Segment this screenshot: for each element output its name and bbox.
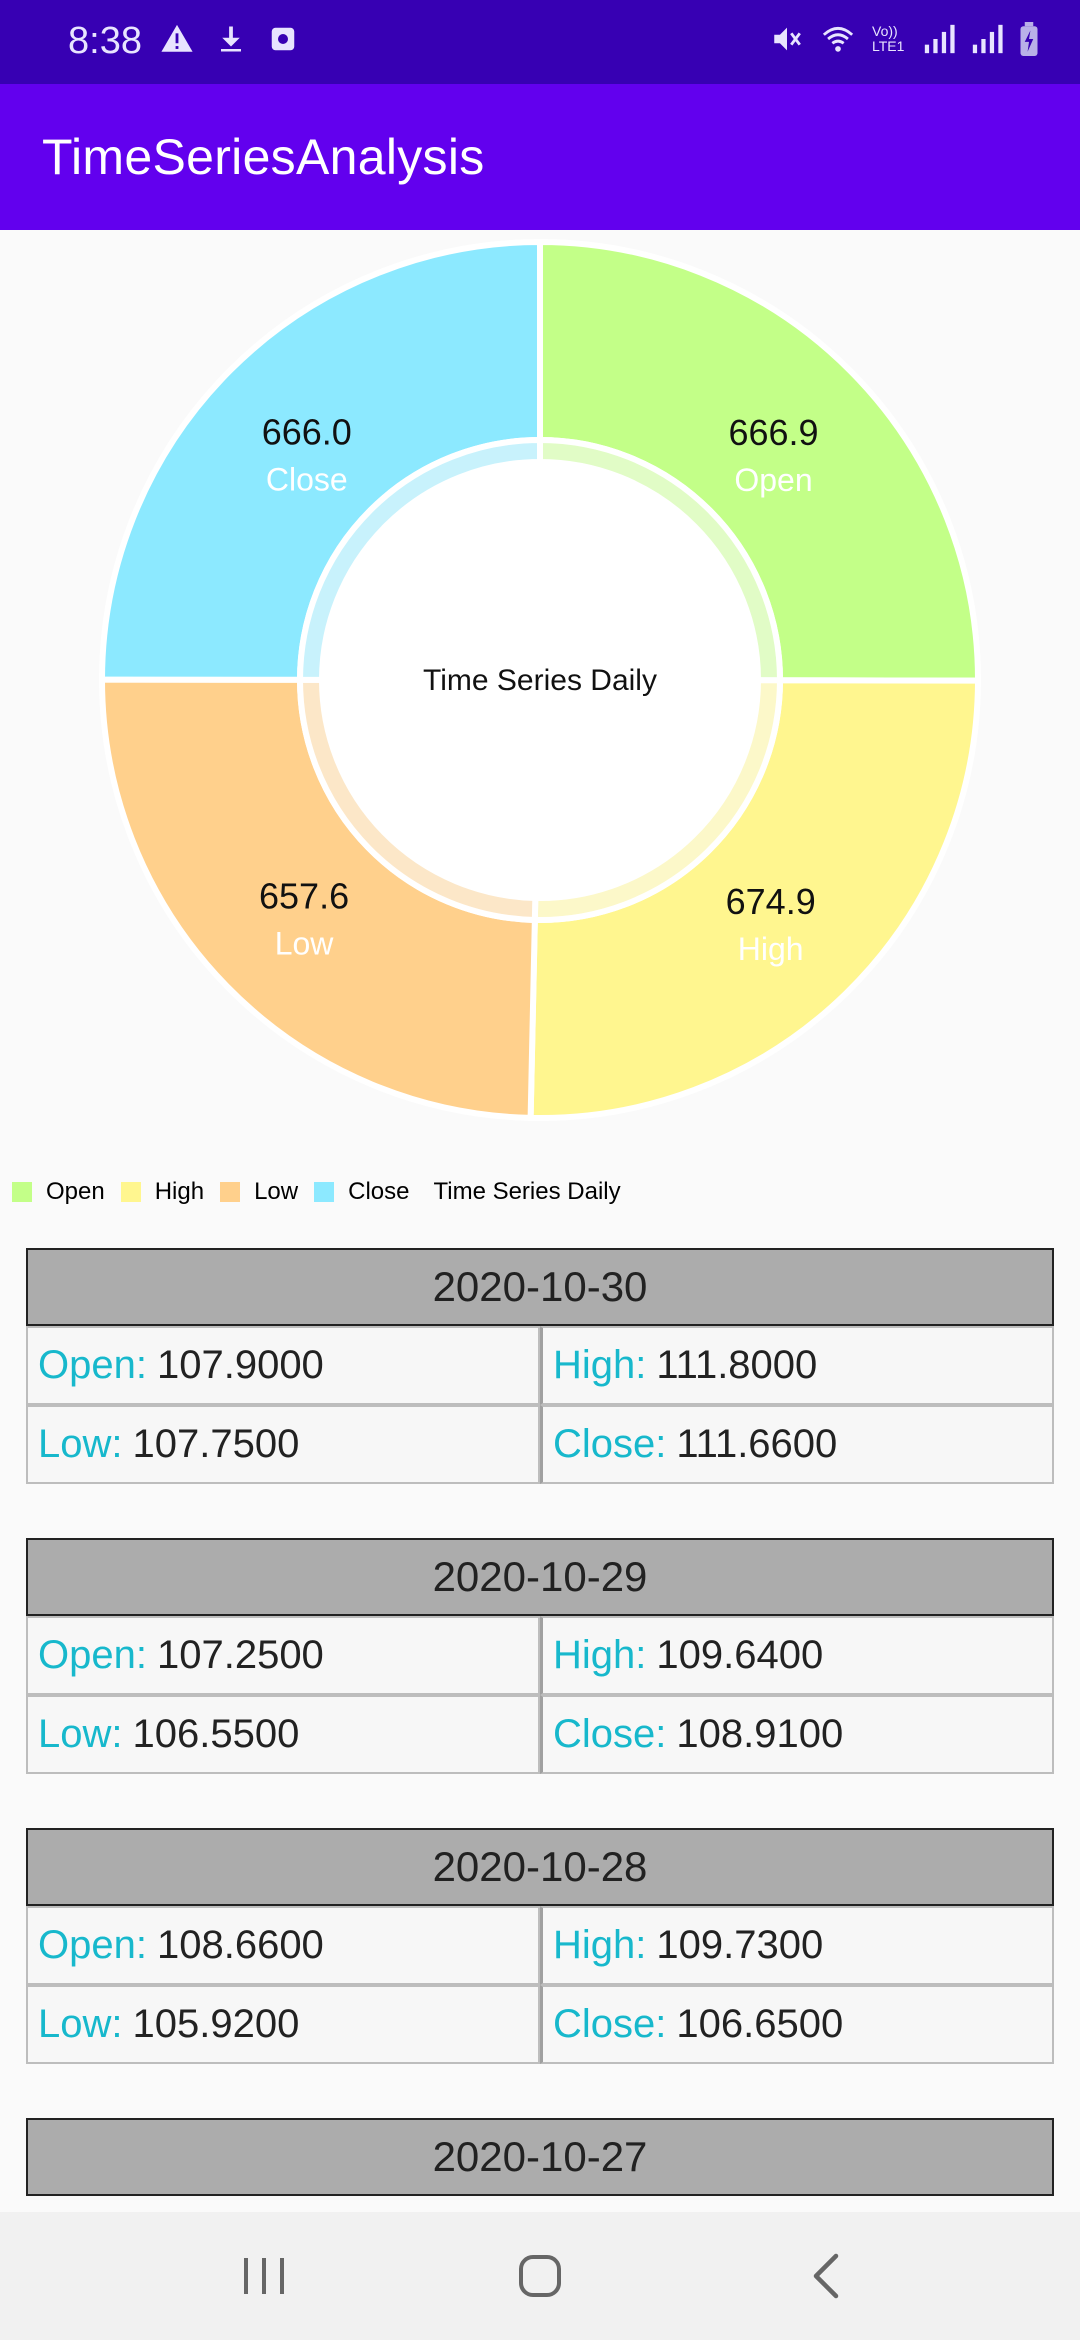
close-value: 111.6600 — [676, 1422, 838, 1466]
slice-label-close: Close — [266, 462, 348, 498]
card-date: 2020-10-30 — [26, 1248, 1054, 1326]
battery-icon — [1020, 22, 1038, 56]
low-label: Low: — [38, 1712, 123, 1756]
day-card[interactable]: 2020-10-29 Open: 107.2500 High: 109.6400 L… — [26, 1538, 1054, 1774]
slice-value-high: 674.9 — [726, 881, 816, 922]
legend-item-low: Low — [220, 1178, 298, 1206]
open-label: Open: — [38, 1923, 147, 1967]
wifi-icon — [822, 26, 854, 52]
open-cell: Open: 107.9000 — [26, 1326, 540, 1405]
low-label: Low: — [38, 2002, 123, 2046]
slice-value-low: 657.6 — [259, 876, 349, 917]
open-value: 107.9000 — [156, 1343, 324, 1387]
high-value: 109.6400 — [656, 1633, 824, 1677]
high-cell: High: 109.6400 — [540, 1616, 1054, 1695]
app-title: TimeSeriesAnalysis — [42, 129, 485, 185]
legend-item-close: Close — [314, 1178, 409, 1206]
legend-swatch-open — [12, 1182, 32, 1202]
download-icon — [221, 26, 241, 52]
slice-value-open: 666.9 — [728, 412, 818, 453]
high-label: High: — [553, 1923, 647, 1967]
card-date: 2020-10-28 — [26, 1828, 1054, 1906]
slice-label-high: High — [738, 931, 804, 967]
open-cell: Open: 108.6600 — [26, 1906, 540, 1985]
mute-icon — [774, 27, 801, 51]
back-icon[interactable] — [800, 2248, 856, 2304]
day-card[interactable]: 2020-10-28 Open: 108.6600 High: 109.7300 L… — [26, 1828, 1054, 2064]
chart-svg: 666.9 Open 674.9 High 657.6 Low 666.0 Close Time… — [98, 238, 982, 1121]
high-value: 109.7300 — [656, 1923, 824, 1967]
card-date: 2020-10-29 — [26, 1538, 1054, 1616]
open-value: 107.2500 — [156, 1633, 324, 1677]
close-cell: Close: 106.6500 — [540, 1985, 1054, 2064]
slice-label-low: Low — [275, 926, 335, 962]
close-label: Close: — [553, 1422, 667, 1466]
legend-label-high: High — [154, 1178, 205, 1205]
donut-hole — [323, 463, 757, 897]
home-icon[interactable] — [512, 2248, 568, 2304]
chart-center-text: Time Series Daily — [423, 664, 657, 697]
legend-swatch-close — [314, 1182, 335, 1202]
slice-inner-close — [296, 436, 543, 683]
high-label: High: — [553, 1343, 647, 1387]
low-cell: Low: 107.7500 — [26, 1405, 540, 1484]
close-cell: Close: 111.6600 — [540, 1405, 1054, 1484]
recents-icon[interactable] — [236, 2248, 292, 2304]
day-card[interactable]: 2020-10-27 — [26, 2118, 1054, 2196]
chart-description: Time Series Daily — [433, 1178, 621, 1205]
high-value: 111.8000 — [656, 1343, 818, 1387]
open-value: 108.6600 — [156, 1923, 324, 1967]
open-label: Open: — [38, 1633, 147, 1677]
slice-value-close: 666.0 — [262, 412, 352, 453]
legend-item-open: Open — [12, 1178, 105, 1206]
legend-item-high: High — [120, 1178, 205, 1206]
camera-icon — [271, 27, 295, 51]
app-bar: TimeSeriesAnalysis — [0, 84, 1080, 230]
close-value: 106.6500 — [676, 2002, 844, 2046]
signal-icon — [972, 24, 1003, 54]
low-cell: Low: 106.5500 — [26, 1695, 540, 1774]
navigation-bar — [0, 2212, 1080, 2340]
daily-list[interactable]: 2020-10-30 Open: 107.9000 High: 111.8000 L… — [26, 1248, 1054, 2212]
volte-label: Vo)) LTE1 — [872, 23, 905, 54]
low-value: 106.5500 — [132, 1712, 300, 1756]
warning-icon — [161, 24, 193, 52]
slice-label-open: Open — [734, 462, 812, 498]
low-cell: Low: 105.9200 — [26, 1985, 540, 2064]
close-label: Close: — [553, 2002, 667, 2046]
legend-label-low: Low — [254, 1178, 299, 1205]
legend-swatch-low — [220, 1182, 241, 1202]
legend-swatch-high — [120, 1182, 141, 1202]
close-label: Close: — [553, 1712, 667, 1756]
close-cell: Close: 108.9100 — [540, 1695, 1054, 1774]
open-label: Open: — [38, 1343, 147, 1387]
close-value: 108.9100 — [676, 1712, 844, 1756]
low-value: 105.9200 — [132, 2002, 300, 2046]
status-bar: 8:38 Vo)) LTE1 — [0, 0, 1080, 84]
chart-legend: Open High Low Close Time Series Daily — [12, 1178, 621, 1206]
day-card[interactable]: 2020-10-30 Open: 107.9000 High: 111.8000 L… — [26, 1248, 1054, 1484]
low-value: 107.7500 — [132, 1422, 300, 1466]
high-cell: High: 111.8000 — [540, 1326, 1054, 1405]
legend-label-close: Close — [348, 1178, 410, 1205]
open-cell: Open: 107.2500 — [26, 1616, 540, 1695]
high-cell: High: 109.7300 — [540, 1906, 1054, 1985]
high-label: High: — [553, 1633, 647, 1677]
pie-chart[interactable]: 666.9 Open 674.9 High 657.6 Low 666.0 Close Time… — [0, 230, 1080, 1130]
card-date: 2020-10-27 — [26, 2118, 1054, 2196]
signal-icon — [924, 24, 955, 54]
low-label: Low: — [38, 1422, 123, 1466]
status-time: 8:38 — [68, 20, 142, 62]
legend-label-open: Open — [46, 1178, 105, 1205]
